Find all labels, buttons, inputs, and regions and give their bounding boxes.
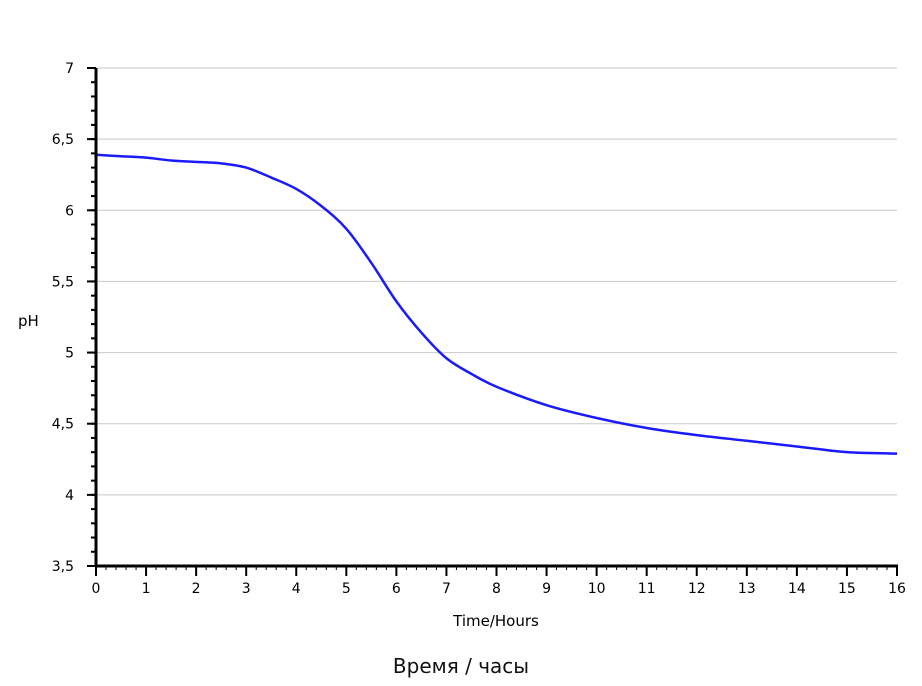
y-tick-label: 5,5 [52,274,74,290]
series-layer [95,153,898,455]
grid [96,67,897,496]
y-tick-label: 3,5 [52,559,74,575]
x-tick-label: 8 [492,581,501,597]
x-tick-label: 5 [342,581,351,597]
series-line [95,153,898,455]
y-axis-title: pH [18,312,39,330]
y-tick-label: 4,5 [52,417,74,433]
x-tick-label: 11 [638,581,656,597]
x-tick-label: 10 [588,581,606,597]
caption: Время / часы [392,654,530,678]
x-tick-label: 6 [392,581,401,597]
x-tick-label: 13 [738,581,756,597]
x-tick-label: 14 [788,581,806,597]
y-tick-labels: 3,5 4 4,5 5 5,5 6 6,5 7 [52,61,74,575]
y-tick-label: 5 [65,346,74,362]
chart: 3,544,555,566,57 0 1 2 3 4 5 6 7 8 9 10 11 12 13 14 15 1… [18,61,906,630]
major-ticks [87,67,898,576]
x-tick-label: 2 [192,581,201,597]
x-tick-labels: 0 1 2 3 4 5 6 7 8 9 10 11 12 13 14 15 16 [92,581,906,597]
y-tick-label: 6 [65,203,74,219]
x-axis-title: Time/Hours [452,612,539,630]
y-tick-label: 6,5 [52,132,74,148]
x-tick-label: 12 [688,581,706,597]
x-tick-label: 3 [242,581,251,597]
x-tick-label: 4 [292,581,301,597]
x-tick-label: 16 [888,581,906,597]
x-tick-label: 9 [542,581,551,597]
x-tick-label: 1 [142,581,151,597]
x-tick-label: 7 [442,581,451,597]
y-tick-label: 7 [65,61,74,77]
x-tick-label: 0 [92,581,101,597]
y-tick-label: 4 [65,488,74,504]
x-tick-label: 15 [838,581,856,597]
